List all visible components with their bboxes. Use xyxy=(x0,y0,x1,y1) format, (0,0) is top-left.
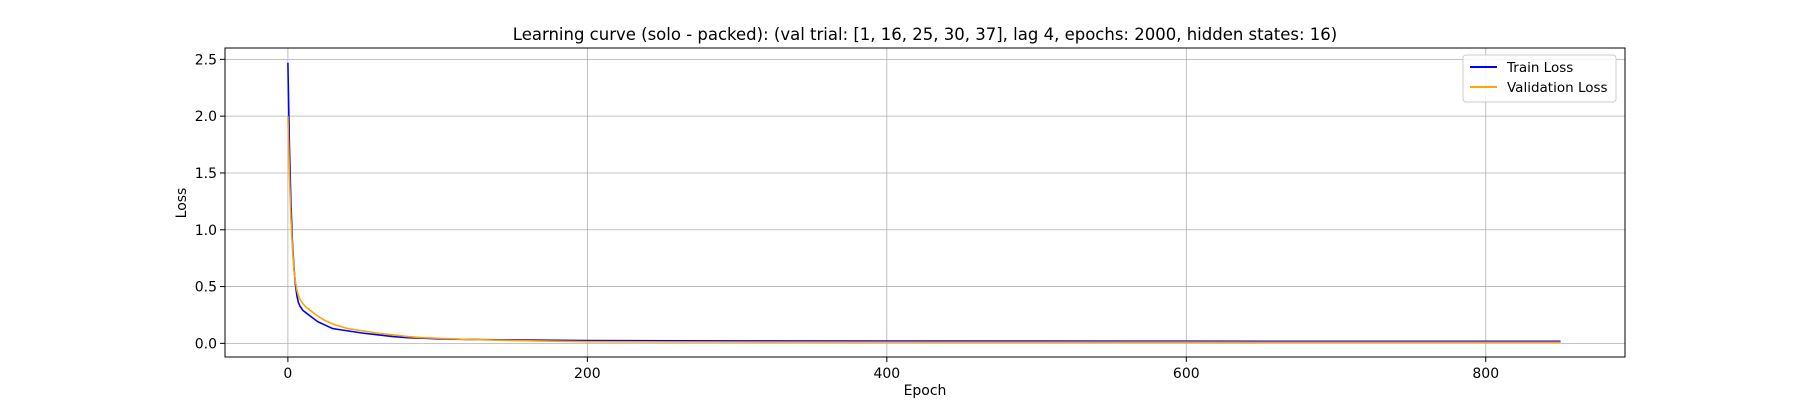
x-tick-label: 600 xyxy=(1173,366,1200,382)
plot-area-frame xyxy=(224,47,1626,358)
y-tick-label: 0.5 xyxy=(195,280,217,296)
y-tick-label: 2.5 xyxy=(195,52,217,68)
chart-title: Learning curve (solo - packed): (val tri… xyxy=(513,25,1337,44)
legend: Train Loss Validation Loss xyxy=(1462,54,1617,103)
legend-box xyxy=(1462,54,1617,103)
validation-loss-line xyxy=(287,116,1561,344)
series-layer xyxy=(287,62,1561,344)
legend-train-label: Train Loss xyxy=(1506,60,1573,76)
train-loss-line xyxy=(287,62,1561,343)
x-tick-label: 200 xyxy=(574,366,601,382)
x-axis-label: Epoch xyxy=(904,383,947,399)
y-axis-label: Loss xyxy=(174,188,190,219)
y-tick-label: 0.0 xyxy=(195,336,217,352)
legend-validation-label: Validation Loss xyxy=(1507,80,1608,96)
x-tick-label: 0 xyxy=(283,366,292,382)
grid-layer xyxy=(225,48,1625,357)
y-tick-label: 1.5 xyxy=(195,166,217,182)
x-tick-label: 400 xyxy=(873,366,900,382)
y-tick-label: 1.0 xyxy=(195,223,217,239)
x-tick-label: 800 xyxy=(1472,366,1499,382)
y-tick-label: 2.0 xyxy=(195,109,217,125)
tick-layer: 0 200 400 600 800 0.0 0.5 1.0 1.5 2.0 2.5 xyxy=(195,52,1499,382)
